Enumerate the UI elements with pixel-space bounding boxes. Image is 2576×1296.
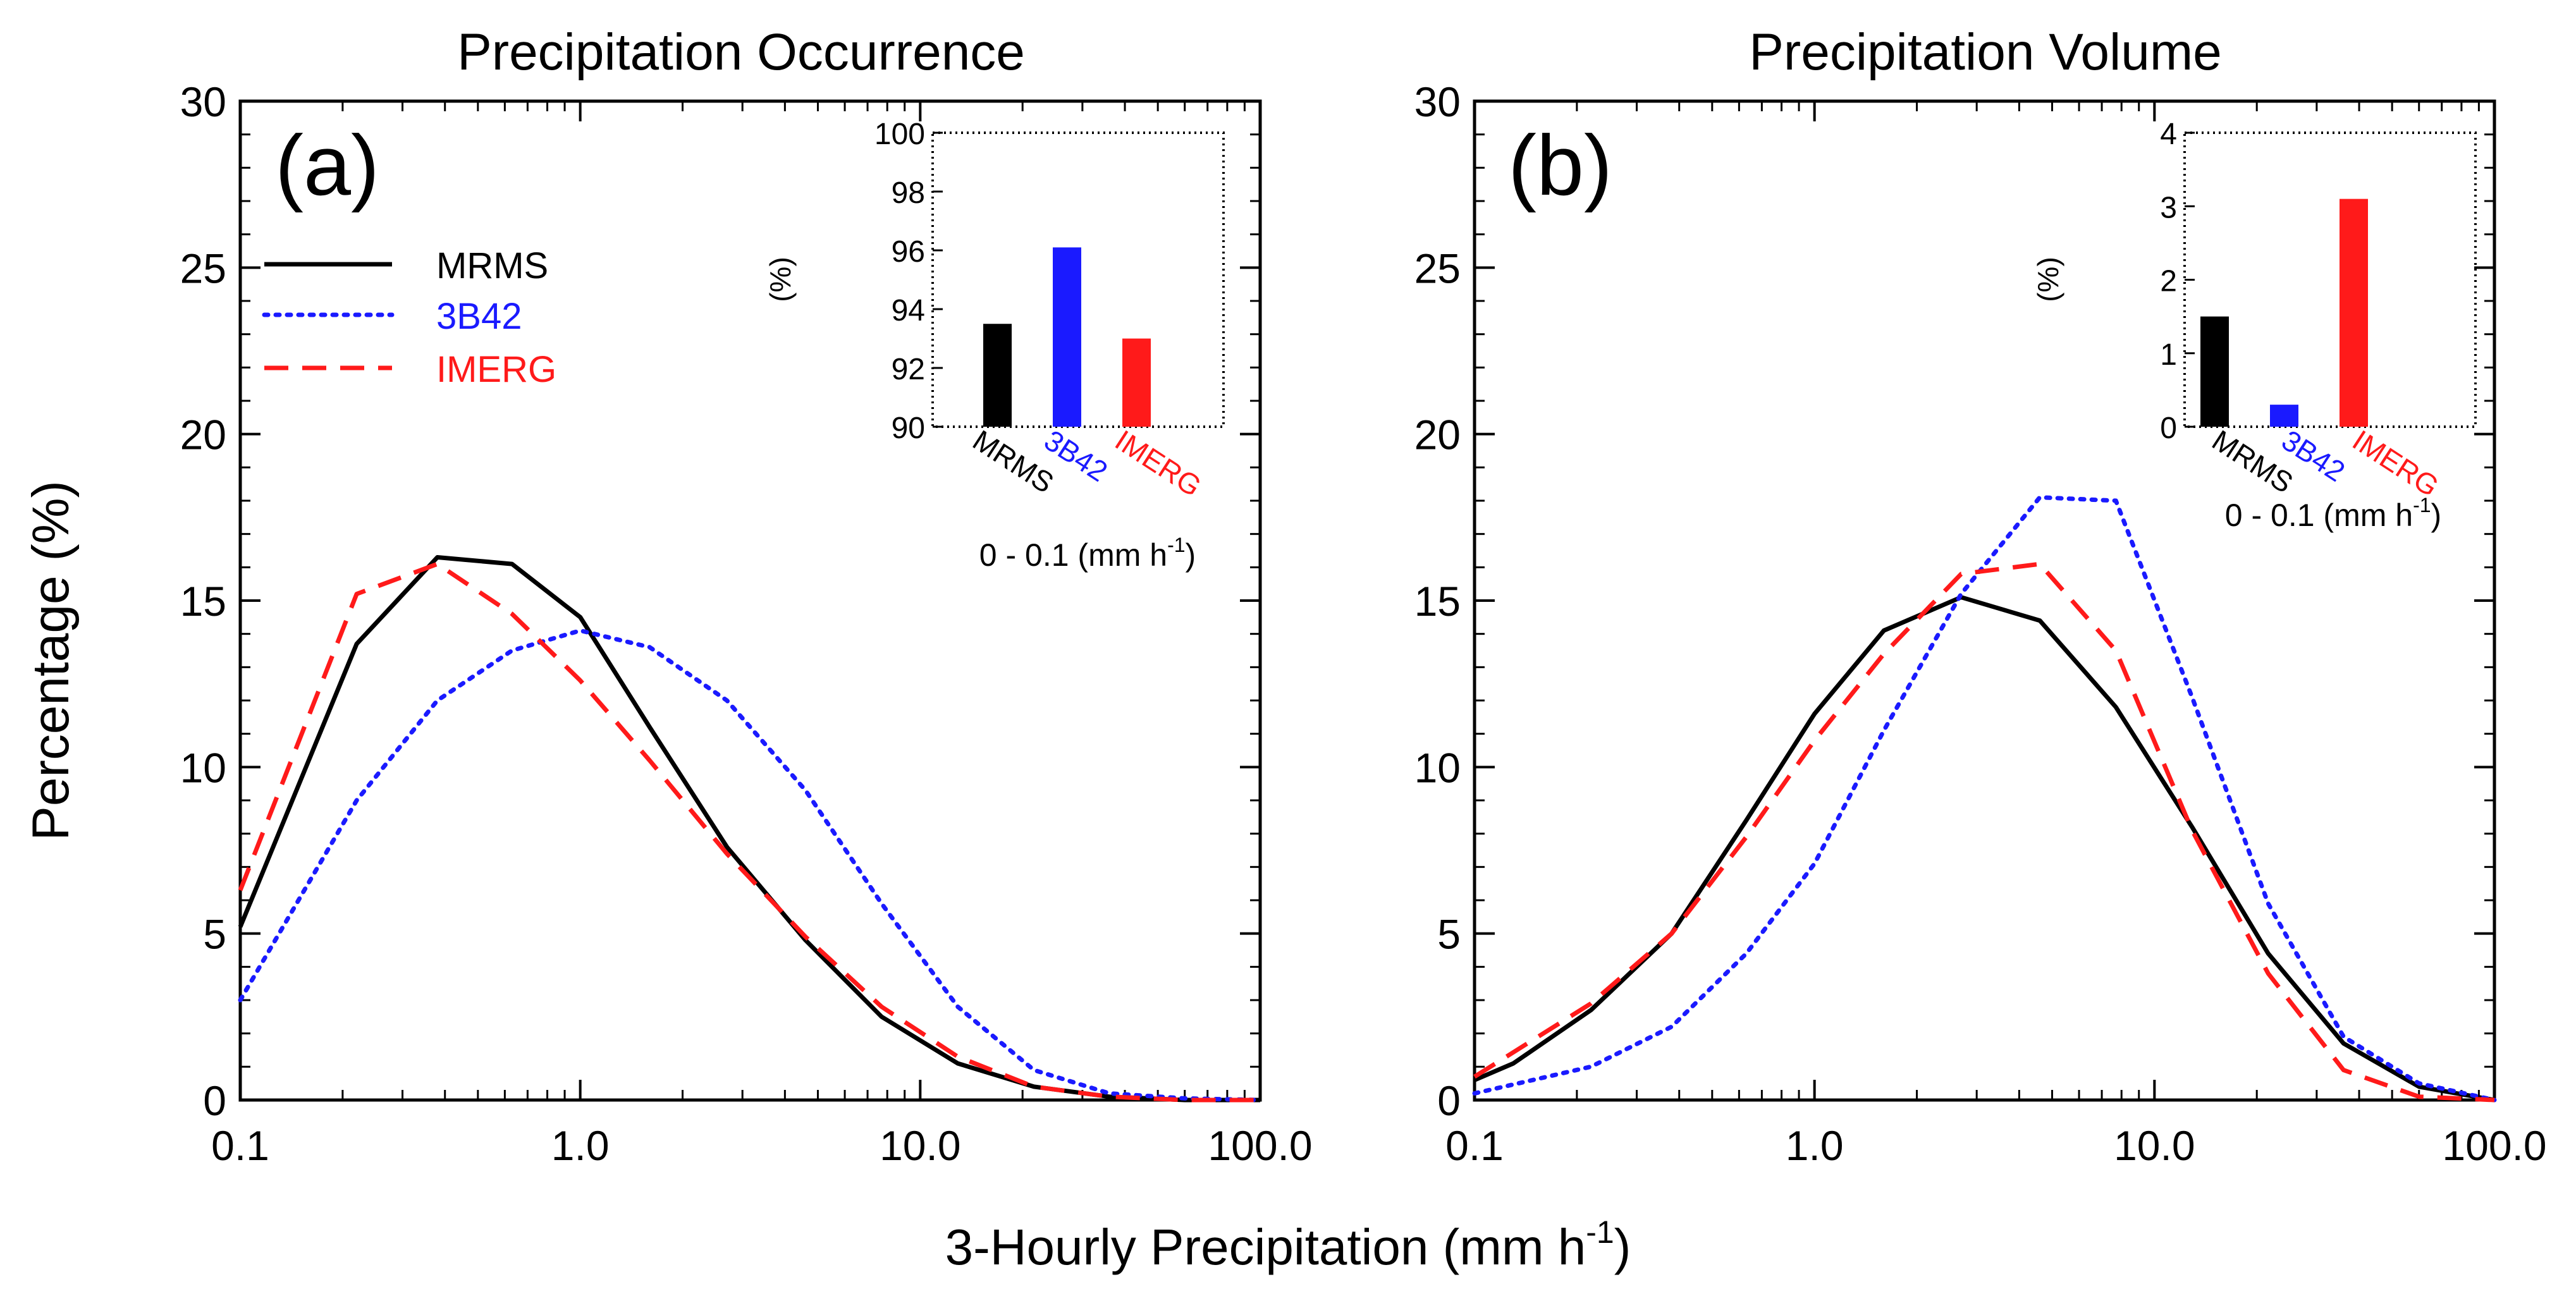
y-tick-label: 30 <box>180 78 226 125</box>
inset-y-tick-label: 90 <box>892 412 925 445</box>
x-tick-label: 10.0 <box>880 1122 960 1169</box>
inset-category-label: IMERG <box>2347 424 2445 503</box>
y-tick-label: 15 <box>1414 578 1461 625</box>
y-tick-label: 5 <box>1437 911 1461 958</box>
inset-y-tick-label: 92 <box>892 353 925 386</box>
x-tick-label: 0.1 <box>211 1122 269 1169</box>
panel-b-label: (b) <box>1508 118 1612 213</box>
panel-a-inset-caption: 0 - 0.1 (mm h-1) <box>979 534 1196 573</box>
y-tick-label: 30 <box>1414 78 1461 125</box>
y-tick-label: 0 <box>203 1077 226 1124</box>
inset-y-tick-label: 94 <box>892 294 925 327</box>
y-tick-label: 20 <box>1414 412 1461 458</box>
series-line-imerg <box>1473 561 2495 1103</box>
legend-label-imerg: IMERG <box>436 349 556 390</box>
y-tick-label: 5 <box>203 911 226 958</box>
y-tick-label: 25 <box>1414 245 1461 291</box>
inset-y-tick-label: 4 <box>2160 118 2177 151</box>
legend-item-imerg: IMERG <box>264 349 556 390</box>
inset-y-tick-label: 3 <box>2160 191 2177 224</box>
x-tick-label: 1.0 <box>551 1122 610 1169</box>
series-line-3b42 <box>238 628 1263 1103</box>
series-line-mrms <box>238 555 1260 1103</box>
inset-y-tick-label: 1 <box>2160 338 2177 372</box>
panel-a-title: Precipitation Occurrence <box>457 23 1025 81</box>
panel-a-series <box>238 555 1263 1103</box>
x-tick-label: 10.0 <box>2114 1122 2195 1169</box>
inset-bar-imerg <box>1122 338 1151 427</box>
x-tick-label: 100.0 <box>2442 1122 2546 1169</box>
panel-b: Precipitation Volume (b) 0.1 1.0 10.0 100.0… <box>1414 23 2547 1169</box>
x-tick-label: 100.0 <box>1208 1122 1312 1169</box>
inset-bar-mrms <box>2200 316 2229 427</box>
inset-y-tick-label: 96 <box>892 235 925 269</box>
x-axis-label: 3-Hourly Precipitation (mm h-1) <box>945 1214 1631 1275</box>
panel-b-title: Precipitation Volume <box>1749 23 2222 81</box>
series-line-3b42 <box>1472 495 2497 1103</box>
y-tick-label: 25 <box>180 245 226 291</box>
inset-y-tick-label: 100 <box>874 118 925 151</box>
legend-label-3b42: 3B42 <box>436 296 522 337</box>
y-tick-label: 20 <box>180 412 226 458</box>
inset-y-tick-label: 2 <box>2160 265 2177 298</box>
x-tick-label: 1.0 <box>1786 1122 1844 1169</box>
y-tick-label: 10 <box>1414 744 1461 791</box>
series-line-mrms <box>1473 595 2495 1103</box>
inset-category-label: MRMS <box>967 424 1060 499</box>
y-tick-label: 10 <box>180 744 226 791</box>
panel-a-inset-ylabel: (%) <box>764 257 797 302</box>
panel-a-label: (a) <box>275 118 379 213</box>
inset-category-label: MRMS <box>2207 424 2299 499</box>
inset-bar-3b42 <box>1053 247 1081 427</box>
x-tick-label: 0.1 <box>1445 1122 1504 1169</box>
legend-item-mrms: MRMS <box>264 245 548 286</box>
panel-b-inset-ylabel: (%) <box>2032 257 2064 302</box>
panel-a-plot-frame <box>238 99 1262 1102</box>
legend-label-mrms: MRMS <box>436 245 548 286</box>
y-tick-label: 0 <box>1437 1077 1461 1124</box>
legend: MRMS 3B42 IMERG <box>262 245 556 390</box>
panel-b-inset-frame <box>2183 131 2477 428</box>
panel-a: Precipitation Occurrence (a) 0.1 1.0 10.0 1… <box>180 23 1313 1169</box>
panel-b-inset-caption: 0 - 0.1 (mm h-1) <box>2225 494 2441 533</box>
panel-a-ticks: 0.1 1.0 10.0 100.0 0 5 10 15 20 25 30 <box>180 78 1313 1169</box>
inset-category-label: IMERG <box>1110 424 1208 503</box>
inset-bar-mrms <box>983 324 1012 427</box>
y-tick-label: 15 <box>180 578 226 625</box>
inset-y-tick-label: 98 <box>892 176 925 210</box>
inset-bar-3b42 <box>2270 405 2298 427</box>
legend-item-3b42: 3B42 <box>262 296 522 337</box>
inset-y-tick-label: 0 <box>2160 412 2177 445</box>
series-line-imerg <box>238 561 1260 1103</box>
y-axis-label: Percentage (%) <box>22 480 80 841</box>
inset-bar-imerg <box>2340 199 2368 427</box>
panel-b-series <box>1472 495 2497 1103</box>
